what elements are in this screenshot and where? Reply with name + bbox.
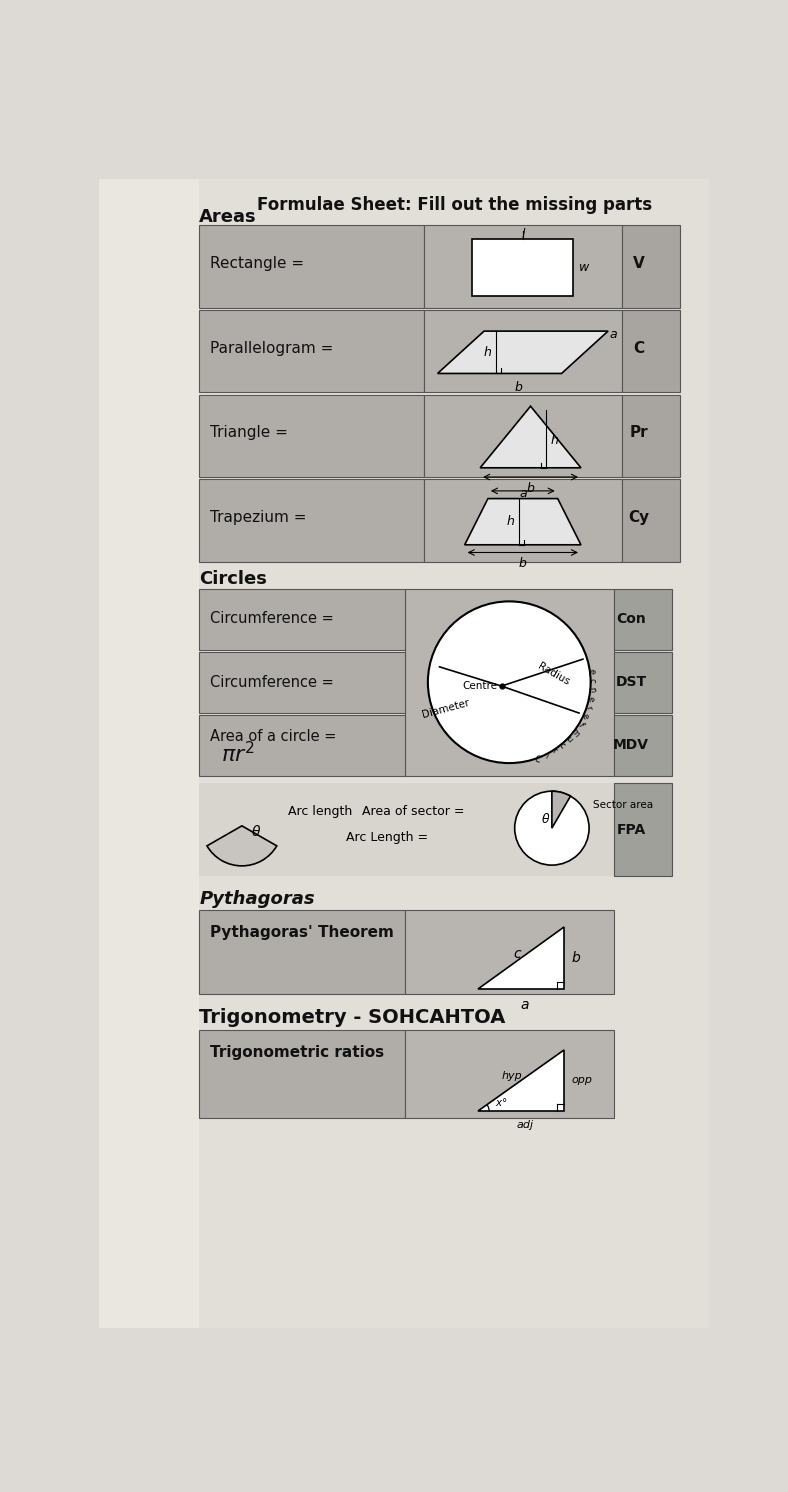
Text: Areas: Areas bbox=[199, 209, 257, 227]
Bar bbox=[404, 589, 614, 776]
Text: a: a bbox=[521, 998, 529, 1012]
Text: Radius: Radius bbox=[537, 661, 571, 688]
Text: e: e bbox=[585, 695, 596, 703]
Bar bbox=[622, 395, 680, 477]
Text: c: c bbox=[557, 742, 567, 750]
Text: C: C bbox=[633, 340, 645, 355]
Bar bbox=[404, 910, 614, 995]
Text: n: n bbox=[587, 686, 597, 692]
Text: w: w bbox=[579, 261, 589, 275]
Text: e: e bbox=[579, 712, 590, 721]
Text: e: e bbox=[586, 667, 597, 674]
Bar bbox=[199, 715, 404, 776]
Bar bbox=[199, 783, 614, 876]
Text: Area of sector =: Area of sector = bbox=[362, 806, 464, 818]
Circle shape bbox=[515, 791, 589, 865]
Bar bbox=[614, 783, 672, 876]
Polygon shape bbox=[437, 331, 608, 373]
Polygon shape bbox=[478, 1049, 563, 1112]
Text: b: b bbox=[526, 482, 534, 495]
Text: Sector area: Sector area bbox=[593, 800, 653, 810]
Bar bbox=[199, 652, 404, 713]
Text: Pythagoras' Theorem: Pythagoras' Theorem bbox=[210, 925, 394, 940]
Bar bbox=[424, 479, 622, 561]
Text: Pythagoras: Pythagoras bbox=[199, 889, 315, 907]
Text: h: h bbox=[507, 515, 515, 528]
Text: $\pi r^2$: $\pi r^2$ bbox=[221, 742, 255, 765]
Polygon shape bbox=[480, 406, 581, 468]
Text: FPA: FPA bbox=[616, 822, 645, 837]
Text: Diameter: Diameter bbox=[421, 698, 470, 721]
Bar bbox=[622, 310, 680, 392]
Text: Cy: Cy bbox=[628, 510, 649, 525]
Bar bbox=[98, 179, 199, 1328]
Text: adj: adj bbox=[516, 1120, 533, 1131]
Text: f: f bbox=[576, 721, 585, 728]
Circle shape bbox=[428, 601, 591, 762]
Bar bbox=[199, 225, 424, 307]
Text: c: c bbox=[513, 947, 521, 961]
Text: r: r bbox=[551, 746, 559, 756]
Text: b: b bbox=[571, 952, 580, 965]
Text: Trapezium =: Trapezium = bbox=[210, 510, 307, 525]
Wedge shape bbox=[552, 791, 571, 828]
Text: hyp: hyp bbox=[501, 1071, 522, 1082]
Bar bbox=[614, 652, 672, 713]
Bar bbox=[404, 1029, 614, 1119]
Text: Arc Length =: Arc Length = bbox=[347, 831, 429, 844]
Text: Trigonometric ratios: Trigonometric ratios bbox=[210, 1046, 385, 1061]
Text: Circles: Circles bbox=[199, 570, 267, 588]
Polygon shape bbox=[465, 498, 581, 545]
Text: Circumference =: Circumference = bbox=[210, 674, 334, 689]
Bar bbox=[199, 395, 424, 477]
Text: MDV: MDV bbox=[613, 739, 649, 752]
Text: u: u bbox=[563, 734, 574, 745]
Text: h: h bbox=[551, 434, 559, 448]
Bar bbox=[199, 910, 404, 995]
Text: Parallelogram =: Parallelogram = bbox=[210, 340, 333, 355]
Text: $x°$: $x°$ bbox=[496, 1097, 508, 1109]
Text: a: a bbox=[610, 328, 617, 342]
Text: Rectangle =: Rectangle = bbox=[210, 255, 304, 272]
Wedge shape bbox=[207, 827, 277, 865]
Text: b: b bbox=[519, 557, 526, 570]
Bar bbox=[199, 1029, 404, 1119]
Text: c: c bbox=[588, 677, 597, 682]
Text: h: h bbox=[483, 346, 491, 358]
Bar bbox=[473, 239, 573, 297]
Text: $\theta$: $\theta$ bbox=[251, 825, 262, 840]
Text: Trigonometry - SOHCAHTOA: Trigonometry - SOHCAHTOA bbox=[199, 1009, 506, 1028]
Bar bbox=[622, 225, 680, 307]
Bar bbox=[199, 479, 424, 561]
Text: Triangle =: Triangle = bbox=[210, 425, 288, 440]
Bar bbox=[199, 310, 424, 392]
Text: Formulae Sheet: Fill out the missing parts: Formulae Sheet: Fill out the missing par… bbox=[258, 195, 652, 213]
Bar bbox=[614, 589, 672, 649]
Text: b: b bbox=[515, 380, 523, 394]
Text: V: V bbox=[633, 255, 645, 272]
Text: Con: Con bbox=[616, 612, 646, 627]
Text: l: l bbox=[521, 228, 525, 240]
Text: a: a bbox=[519, 486, 526, 500]
Bar bbox=[424, 395, 622, 477]
Text: $\theta$: $\theta$ bbox=[541, 812, 550, 827]
Bar bbox=[424, 310, 622, 392]
Bar bbox=[614, 715, 672, 776]
Polygon shape bbox=[478, 928, 563, 989]
Bar bbox=[199, 589, 404, 649]
Bar bbox=[622, 479, 680, 561]
Text: Pr: Pr bbox=[630, 425, 648, 440]
Bar bbox=[424, 225, 622, 307]
Text: DST: DST bbox=[615, 674, 646, 689]
Text: Centre: Centre bbox=[463, 680, 498, 691]
Text: r: r bbox=[583, 704, 593, 710]
Text: Area of a circle =: Area of a circle = bbox=[210, 728, 336, 745]
Text: opp: opp bbox=[571, 1076, 593, 1085]
Text: Arc length: Arc length bbox=[288, 806, 352, 818]
Text: C: C bbox=[533, 755, 542, 765]
Text: m: m bbox=[569, 727, 581, 739]
Text: i: i bbox=[543, 752, 549, 761]
Text: Circumference =: Circumference = bbox=[210, 612, 334, 627]
